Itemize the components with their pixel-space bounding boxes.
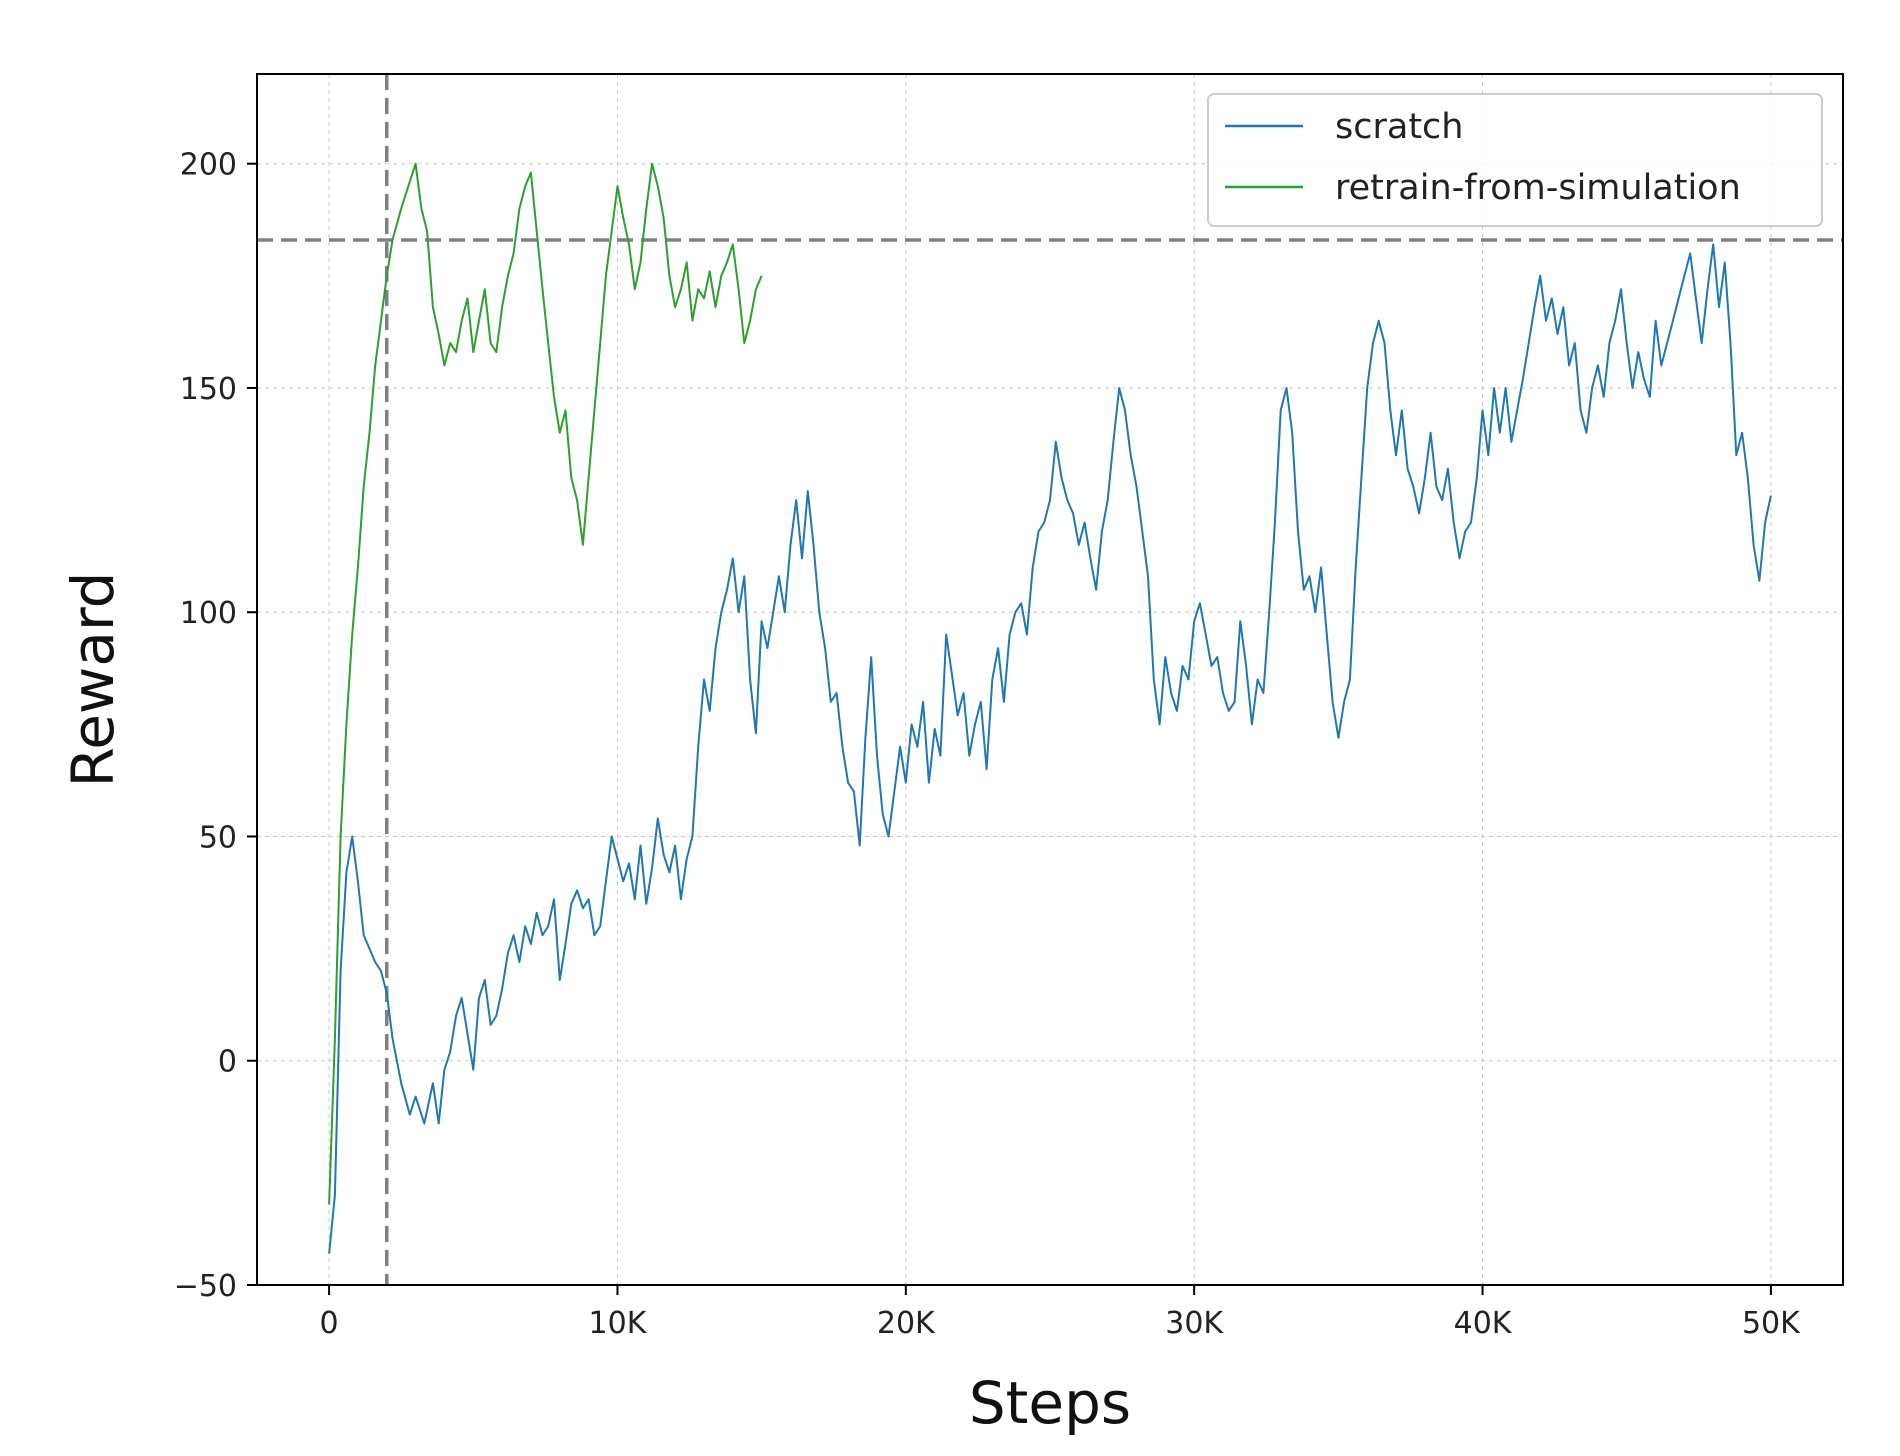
x-tick-label: 20K [877,1306,936,1341]
series-lines [328,162,1772,1254]
legend-label-retrain-from-simulation: retrain-from-simulation [1335,168,1741,208]
plot-frame [256,73,1844,1286]
legend: scratch retrain-from-simulation [1207,93,1823,227]
reference-lines [257,74,1843,1285]
x-tick-label: 40K [1454,1306,1513,1341]
legend-label-scratch: scratch [1335,107,1463,147]
y-tick-label: 50 [199,820,237,855]
series-line-retrain-from-simulation [328,162,763,1205]
y-tick-label: 200 [180,148,237,183]
x-tick-label: 50K [1742,1306,1801,1341]
grid [257,74,1843,1286]
x-axis-title: Steps [969,1369,1131,1437]
y-tick-label: −50 [174,1269,237,1304]
x-tick-label: 10K [589,1306,648,1341]
y-tick-label: 150 [180,372,237,407]
x-tick-label: 30K [1165,1306,1224,1341]
y-axis-title: Reward [59,572,127,788]
y-tick-label: 100 [180,596,237,631]
x-tick-label: 0 [320,1306,339,1341]
series-line-scratch [328,243,1772,1254]
legend-box [1207,93,1823,227]
axis-ticks: 0 10K 20K 30K 40K 50K −50 0 50 100 150 200 [174,148,1801,1341]
y-tick-label: 0 [218,1045,237,1080]
